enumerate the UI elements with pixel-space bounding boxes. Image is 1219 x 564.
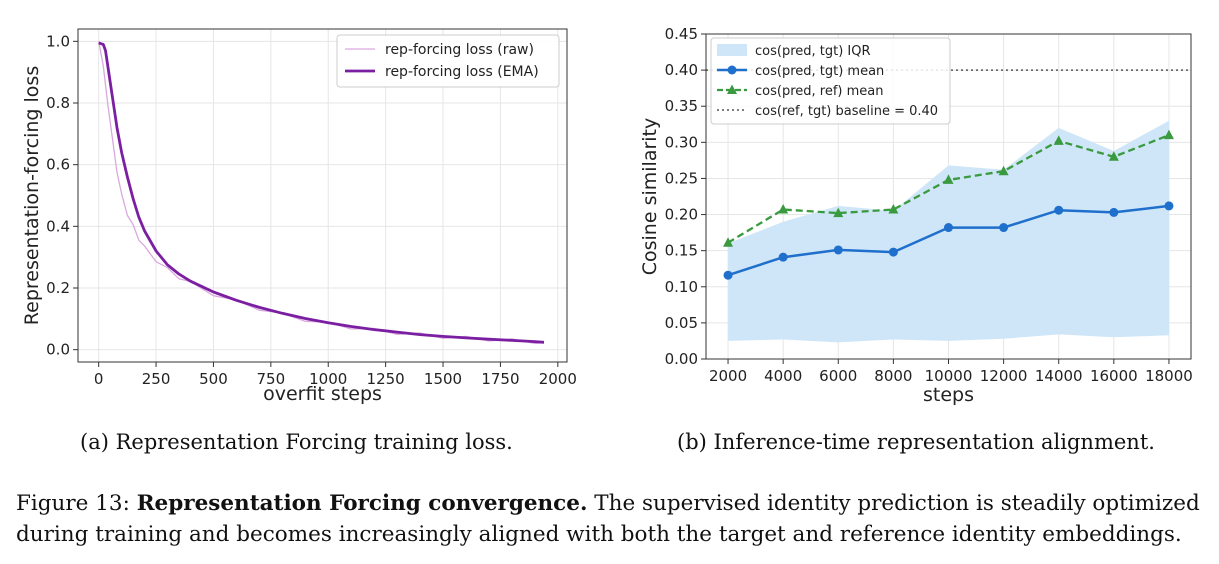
x-axis-label-b: steps bbox=[923, 384, 974, 406]
y-tick-label: 0.40 bbox=[665, 61, 698, 79]
figure-charts: 0 250 500 750 1000 1250 1500 1750 20000.00.20.40… bbox=[21, 25, 1193, 406]
series-ref-mean-point bbox=[1163, 129, 1174, 140]
x-axis-label-a: overfit steps bbox=[263, 383, 382, 405]
legend-b-marker bbox=[727, 84, 737, 94]
x-tick-label: 4000 bbox=[764, 367, 802, 385]
x-tick-label: 0 bbox=[94, 370, 104, 388]
x-tick-label: 250 bbox=[142, 370, 171, 388]
x-tick-label: 2000 bbox=[709, 367, 747, 385]
x-tick-label: 750 bbox=[257, 370, 286, 388]
legend-b-swatch bbox=[717, 44, 747, 56]
y-tick-label: 0.6 bbox=[46, 156, 70, 174]
figure-caption-bold: Representation Forcing convergence. bbox=[136, 491, 588, 516]
x-tick-label: 12000 bbox=[980, 367, 1028, 385]
y-tick-label: 0.10 bbox=[665, 278, 698, 296]
series-tgt-mean-point bbox=[1109, 207, 1119, 217]
y-axis-label-b: Cosine similarity bbox=[639, 118, 661, 276]
legend-a-label: rep-forcing loss (EMA) bbox=[385, 64, 539, 80]
y-tick-label: 0.25 bbox=[665, 169, 698, 187]
legend-b-label: cos(pred, tgt) IQR bbox=[755, 44, 871, 59]
plot-frame-a bbox=[77, 28, 568, 363]
legend-b-label: cos(ref, tgt) baseline = 0.40 bbox=[755, 104, 938, 119]
y-axis-label-a: Representation-forcing loss bbox=[21, 66, 43, 325]
y-tick-label: 0.20 bbox=[665, 206, 698, 224]
y-tick-label: 0.0 bbox=[46, 341, 70, 359]
chart-b: 2000 4000 6000 8000 10000 12000 14000 16000 1800… bbox=[639, 25, 1193, 406]
legend-a-box bbox=[336, 34, 560, 88]
y-tick-label: 0.2 bbox=[46, 279, 70, 297]
x-tick-label: 2000 bbox=[539, 370, 577, 388]
x-tick-label: 6000 bbox=[819, 367, 857, 385]
series-ema-line bbox=[98, 41, 545, 344]
caption-a: (a) Representation Forcing training loss… bbox=[80, 430, 513, 454]
y-tick-label: 0.00 bbox=[665, 350, 698, 368]
x-tick-label: 1000 bbox=[309, 370, 347, 388]
y-tick-label: 0.05 bbox=[665, 314, 698, 332]
x-tick-label: 1500 bbox=[424, 370, 462, 388]
series-ref-mean-point bbox=[1108, 151, 1119, 161]
legend-b-marker bbox=[727, 65, 737, 75]
y-tick-label: 1.0 bbox=[46, 32, 70, 50]
figure-caption: Figure 13: Representation Forcing conver… bbox=[16, 488, 1211, 550]
x-tick-label: 10000 bbox=[925, 367, 973, 385]
legend-b-label: cos(pred, ref) mean bbox=[755, 84, 883, 99]
series-tgt-mean-point bbox=[833, 245, 843, 255]
x-tick-label: 16000 bbox=[1090, 367, 1138, 385]
legend-a-label: rep-forcing loss (raw) bbox=[385, 42, 534, 58]
x-tick-label: 500 bbox=[199, 370, 228, 388]
x-tick-label: 1250 bbox=[367, 370, 405, 388]
y-tick-label: 0.35 bbox=[665, 97, 698, 115]
figure-label: Figure 13: bbox=[16, 491, 137, 516]
figure-caption-text: The supervised identity prediction is st… bbox=[16, 491, 1200, 547]
series-tgt-mean-point bbox=[1054, 205, 1064, 215]
y-tick-label: 0.15 bbox=[665, 242, 698, 260]
legend-b-label: cos(pred, tgt) mean bbox=[755, 64, 884, 79]
series-tgt-mean-point bbox=[999, 223, 1009, 233]
series-ref-mean-point bbox=[998, 165, 1009, 176]
series-tgt-mean-point bbox=[888, 247, 898, 257]
series-ref-mean-point bbox=[778, 204, 789, 214]
series-ref-mean-point bbox=[888, 204, 899, 214]
plot-frame-b bbox=[705, 33, 1192, 360]
series-ref-mean-point bbox=[1053, 135, 1064, 145]
series-ref-mean-point bbox=[723, 237, 734, 247]
caption-b: (b) Inference-time representation alignm… bbox=[677, 430, 1155, 454]
series-ref-mean-point bbox=[943, 174, 954, 184]
series-tgt-mean-point bbox=[944, 223, 953, 233]
series-tgt-mean-point bbox=[1164, 201, 1174, 211]
y-tick-label: 0.30 bbox=[665, 133, 698, 151]
legend-b-box bbox=[710, 37, 951, 125]
chart-a: 0 250 500 750 1000 1250 1500 1750 2000 0.0 0.2 0.4 0… bbox=[21, 28, 577, 405]
series-tgt-mean-point bbox=[723, 270, 733, 280]
x-tick-label: 8000 bbox=[874, 367, 912, 385]
x-tick-label: 18000 bbox=[1145, 367, 1193, 385]
x-tick-label: 1750 bbox=[481, 370, 519, 388]
y-tick-label: 0.8 bbox=[46, 94, 70, 112]
y-tick-label: 0.45 bbox=[665, 25, 698, 43]
series-ref-mean-point bbox=[833, 207, 844, 218]
series-tgt-mean-point bbox=[778, 252, 788, 262]
x-tick-label: 14000 bbox=[1035, 367, 1083, 385]
y-tick-label: 0.4 bbox=[46, 217, 70, 235]
